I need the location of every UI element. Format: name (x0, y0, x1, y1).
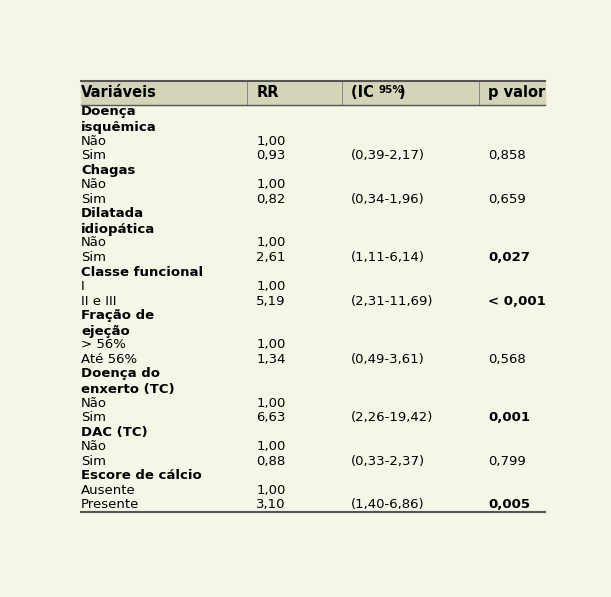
Text: Sim: Sim (81, 149, 106, 162)
Text: 0,568: 0,568 (488, 353, 526, 366)
Text: 2,61: 2,61 (256, 251, 286, 264)
Text: Chagas: Chagas (81, 164, 136, 177)
Text: 1,00: 1,00 (256, 236, 286, 250)
Text: 5,19: 5,19 (256, 295, 286, 307)
Text: 0,93: 0,93 (256, 149, 286, 162)
Bar (81, 81, 545, 104)
Text: 0,001: 0,001 (488, 411, 530, 424)
Text: Não: Não (81, 236, 107, 250)
Text: DAC (TC): DAC (TC) (81, 426, 148, 439)
Text: 1,00: 1,00 (256, 396, 286, 410)
Text: p valor: p valor (488, 85, 546, 100)
Text: Escore de cálcio: Escore de cálcio (81, 469, 202, 482)
Text: 1,00: 1,00 (256, 338, 286, 352)
Text: Não: Não (81, 179, 107, 191)
Text: 0,858: 0,858 (488, 149, 526, 162)
Text: ): ) (398, 85, 405, 100)
Text: Não: Não (81, 396, 107, 410)
Text: 95%: 95% (378, 85, 403, 94)
Text: 1,00: 1,00 (256, 134, 286, 147)
Text: < 0,001: < 0,001 (488, 295, 546, 307)
Text: Variáveis: Variáveis (81, 85, 157, 100)
Text: (0,39-2,17): (0,39-2,17) (351, 149, 425, 162)
Text: 1,00: 1,00 (256, 280, 286, 293)
Text: (2,26-19,42): (2,26-19,42) (351, 411, 433, 424)
Text: Doença do
enxerto (TC): Doença do enxerto (TC) (81, 367, 175, 396)
Text: Doença
isquêmica: Doença isquêmica (81, 105, 157, 134)
Text: (1,40-6,86): (1,40-6,86) (351, 498, 425, 512)
Text: (0,34-1,96): (0,34-1,96) (351, 193, 425, 206)
Text: > 56%: > 56% (81, 338, 126, 352)
Text: 1,00: 1,00 (256, 440, 286, 453)
Text: 1,34: 1,34 (256, 353, 286, 366)
Text: (1,11-6,14): (1,11-6,14) (351, 251, 425, 264)
Text: Fração de
ejeção: Fração de ejeção (81, 309, 154, 337)
Text: 3,10: 3,10 (256, 498, 286, 512)
Text: II e III: II e III (81, 295, 117, 307)
Text: (IC: (IC (351, 85, 379, 100)
Text: RR: RR (256, 85, 279, 100)
Text: Sim: Sim (81, 251, 106, 264)
Text: 0,005: 0,005 (488, 498, 530, 512)
Text: Até 56%: Até 56% (81, 353, 137, 366)
Text: Não: Não (81, 440, 107, 453)
Text: Presente: Presente (81, 498, 139, 512)
Text: 0,027: 0,027 (488, 251, 530, 264)
Text: (0,49-3,61): (0,49-3,61) (351, 353, 425, 366)
Text: Classe funcional: Classe funcional (81, 266, 203, 279)
Text: Ausente: Ausente (81, 484, 136, 497)
Text: 1,00: 1,00 (256, 179, 286, 191)
Text: (2,31-11,69): (2,31-11,69) (351, 295, 434, 307)
Text: Sim: Sim (81, 411, 106, 424)
Text: Não: Não (81, 134, 107, 147)
Text: 0,88: 0,88 (256, 455, 285, 468)
Text: 0,82: 0,82 (256, 193, 286, 206)
Text: 0,799: 0,799 (488, 455, 526, 468)
Text: 0,659: 0,659 (488, 193, 526, 206)
Text: 6,63: 6,63 (256, 411, 286, 424)
Text: 1,00: 1,00 (256, 484, 286, 497)
Text: Dilatada
idiopática: Dilatada idiopática (81, 207, 155, 236)
Text: (0,33-2,37): (0,33-2,37) (351, 455, 425, 468)
Text: Sim: Sim (81, 193, 106, 206)
Text: Sim: Sim (81, 455, 106, 468)
Text: I: I (81, 280, 85, 293)
